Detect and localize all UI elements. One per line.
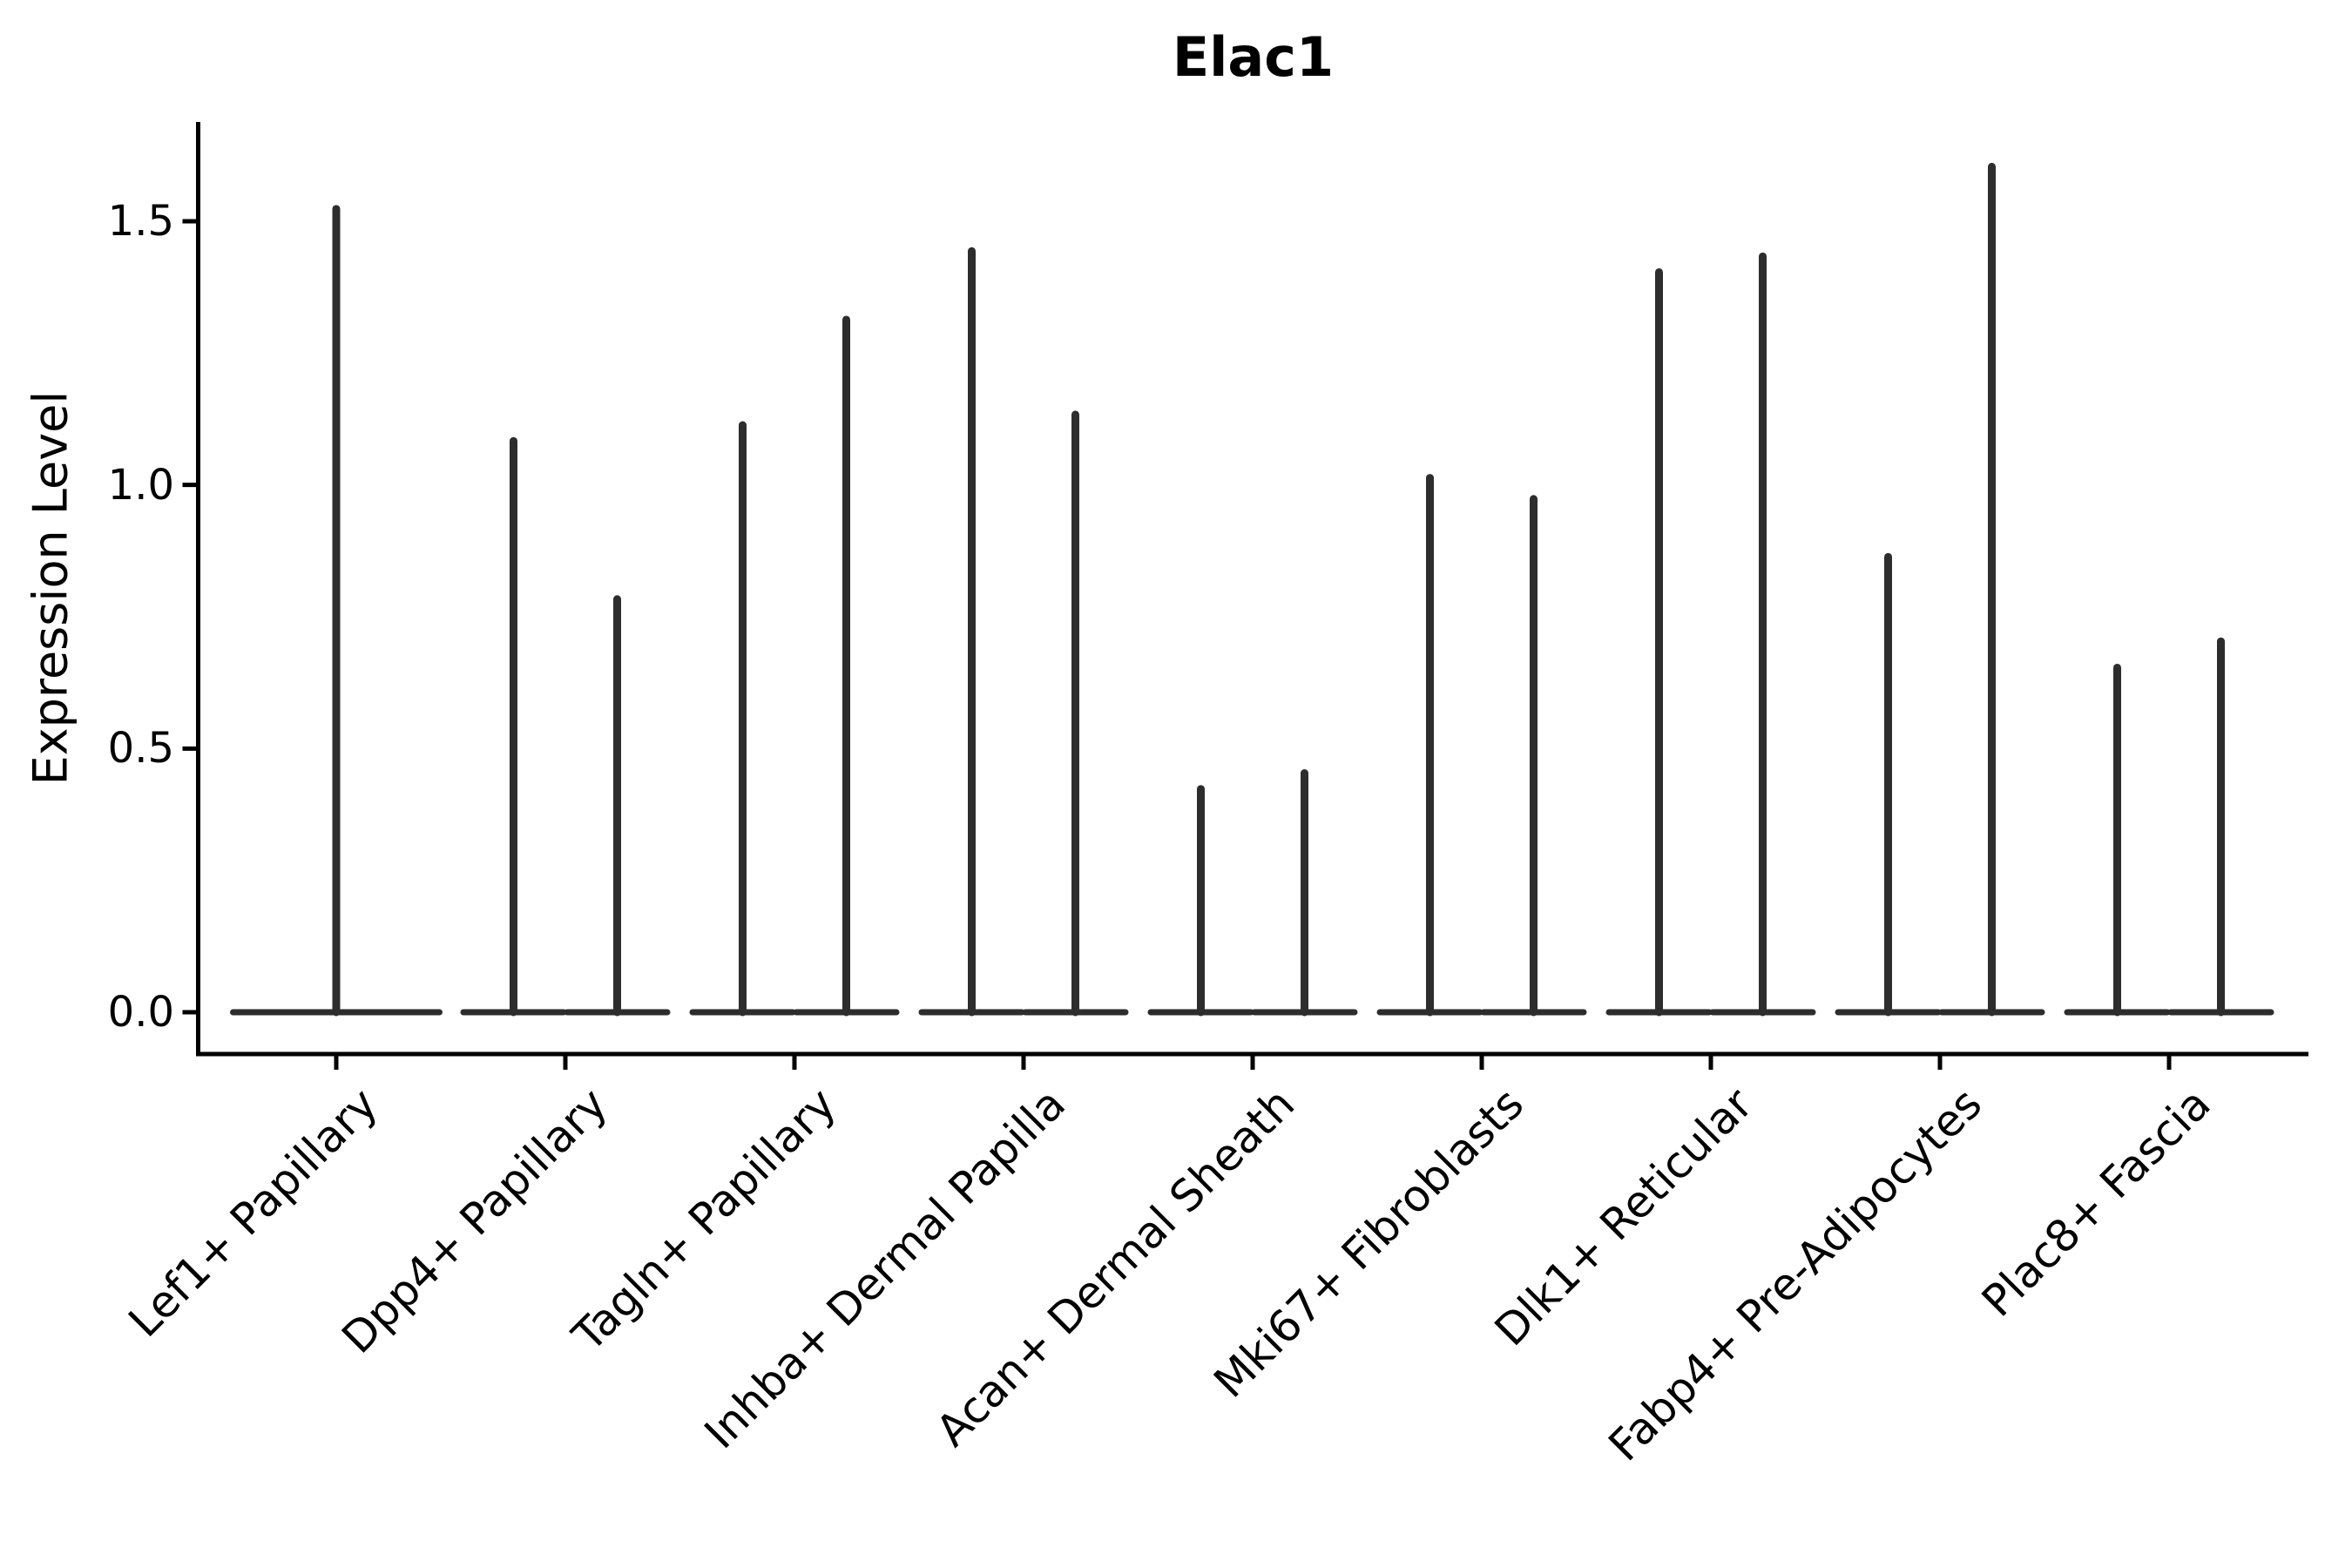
y-tick-label: 0.0 — [107, 988, 174, 1037]
chart-title: Elac1 — [1172, 25, 1335, 89]
y-tick-label: 1.0 — [107, 460, 174, 510]
y-tick-label: 1.5 — [107, 197, 174, 246]
y-tick-label: 0.5 — [107, 724, 174, 774]
